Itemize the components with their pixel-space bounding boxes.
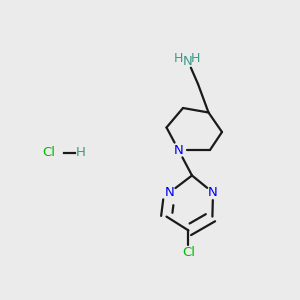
Text: H: H — [191, 52, 201, 65]
Text: N: N — [165, 186, 174, 199]
Text: H: H — [76, 146, 86, 160]
Text: N: N — [183, 55, 192, 68]
Text: Cl: Cl — [182, 246, 195, 259]
Text: N: N — [208, 186, 218, 199]
Text: N: N — [174, 143, 183, 157]
Text: H: H — [174, 52, 183, 65]
Text: Cl: Cl — [42, 146, 56, 160]
